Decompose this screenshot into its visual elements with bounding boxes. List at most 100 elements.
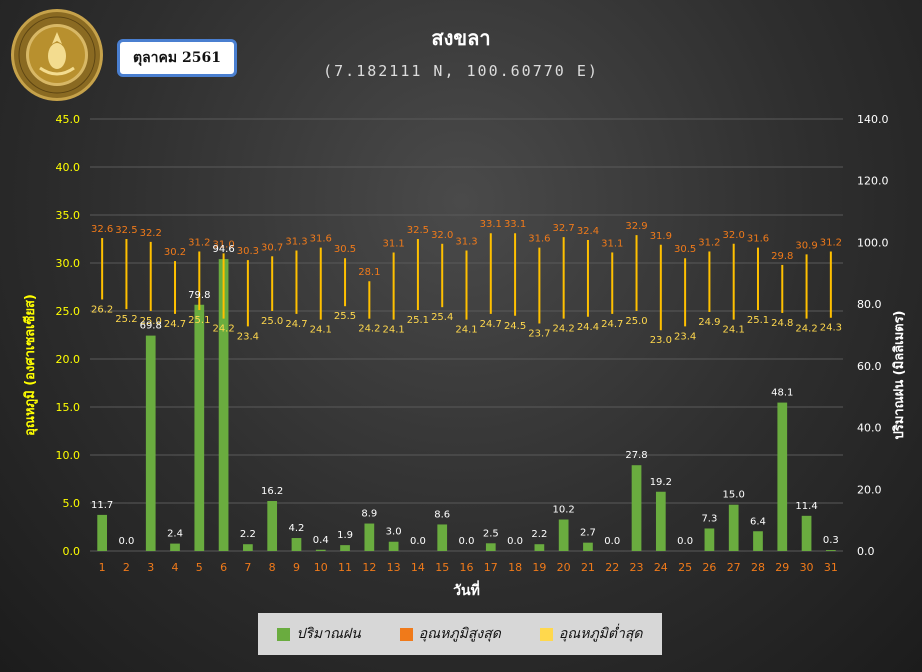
y-right-tick-label: 100.0 (857, 236, 889, 249)
rain-value-label: 7.3 (701, 513, 717, 524)
rain-value-label: 0.0 (604, 536, 620, 547)
rain-bar (315, 549, 326, 551)
max-temp-label: 31.6 (528, 234, 550, 245)
min-temp-label: 24.7 (601, 319, 623, 330)
rain-value-label: 11.4 (795, 501, 817, 512)
x-tick-label: 30 (800, 561, 814, 574)
min-temp-label: 24.1 (723, 325, 745, 336)
legend-item-rain: ปริมาณฝน (277, 623, 361, 645)
rain-value-label: 79.8 (188, 290, 210, 301)
rain-value-label: 3.0 (386, 527, 402, 538)
chart-title: สงขลา (431, 26, 491, 50)
rain-value-label: 0.3 (823, 535, 839, 546)
y-right-tick-label: 120.0 (857, 175, 889, 188)
min-temp-label: 23.7 (528, 328, 550, 339)
max-temp-label: 30.7 (261, 242, 283, 253)
y-left-tick-label: 10.0 (56, 449, 81, 462)
y-left-tick-label: 45.0 (56, 113, 81, 126)
rain-value-label: 0.0 (677, 536, 693, 547)
x-tick-label: 17 (484, 561, 498, 574)
rain-bar (655, 491, 666, 551)
chart-legend: ปริมาณฝน อุณหภูมิสูงสุด อุณหภูมิต่ำสุด (258, 613, 662, 655)
x-tick-label: 11 (338, 561, 352, 574)
min-temp-label: 24.7 (480, 319, 502, 330)
rain-bar (291, 538, 302, 551)
rain-bar (801, 515, 812, 551)
x-tick-label: 4 (172, 561, 179, 574)
x-tick-label: 24 (654, 561, 668, 574)
rain-value-label: 1.9 (337, 530, 353, 541)
max-temp-label: 32.5 (407, 225, 429, 236)
max-temp-label: 31.6 (310, 234, 332, 245)
rain-value-label: 48.1 (771, 388, 793, 399)
x-tick-label: 19 (532, 561, 546, 574)
x-tick-label: 26 (702, 561, 716, 574)
rain-bar (243, 544, 253, 551)
x-axis-title: วันที่ (453, 580, 480, 599)
rain-bar (97, 514, 108, 551)
min-temp-label: 24.4 (577, 322, 599, 333)
rain-bar (558, 519, 569, 551)
min-temp-label: 25.0 (140, 316, 162, 327)
legend-swatch-max-temp (399, 627, 413, 641)
y-left-tick-label: 15.0 (56, 401, 81, 414)
x-tick-label: 10 (314, 561, 328, 574)
y-left-tick-label: 25.0 (56, 305, 81, 318)
rain-value-label: 11.7 (91, 500, 113, 511)
rain-value-label: 2.5 (483, 528, 499, 539)
rain-value-label: 94.6 (212, 244, 234, 255)
rain-value-label: 69.8 (140, 321, 162, 332)
min-temp-label: 24.1 (455, 325, 477, 336)
rain-bar (534, 544, 545, 551)
legend-item-max-temp: อุณหภูมิสูงสุด (399, 623, 501, 645)
max-temp-label: 31.9 (650, 231, 672, 242)
x-tick-label: 5 (196, 561, 203, 574)
max-temp-label: 30.2 (164, 247, 186, 258)
max-temp-label: 30.5 (674, 244, 696, 255)
min-temp-label: 24.2 (212, 324, 234, 335)
y-right-axis-title: ปริมาณฝน (มิลลิเมตร) (892, 310, 907, 439)
rain-bar (340, 545, 350, 551)
legend-item-min-temp: อุณหภูมิต่ำสุด (539, 623, 643, 645)
legend-label-min-temp: อุณหภูมิต่ำสุด (558, 626, 643, 642)
max-temp-label: 31.3 (455, 237, 477, 248)
max-temp-label: 31.2 (188, 237, 210, 248)
max-temp-label: 32.6 (91, 224, 113, 235)
rain-bar (145, 335, 156, 551)
rain-value-label: 10.2 (553, 505, 575, 516)
rain-value-label: 0.0 (118, 536, 134, 547)
max-temp-label: 31.2 (698, 237, 720, 248)
min-temp-label: 25.1 (747, 315, 769, 326)
min-temp-label: 23.0 (650, 335, 672, 346)
month-label: ตุลาคม 2561 (133, 50, 221, 66)
rain-value-label: 6.4 (750, 516, 766, 527)
y-left-tick-label: 30.0 (56, 257, 81, 270)
max-temp-label: 30.3 (237, 246, 259, 257)
rain-value-label: 8.6 (434, 509, 450, 520)
max-temp-label: 31.1 (382, 238, 404, 249)
tmd-logo-icon (11, 9, 103, 101)
x-tick-label: 8 (269, 561, 276, 574)
x-tick-label: 21 (581, 561, 595, 574)
min-temp-label: 23.4 (237, 331, 259, 342)
rain-bar (218, 259, 229, 551)
rain-value-label: 16.2 (261, 486, 283, 497)
max-temp-label: 31.1 (601, 238, 623, 249)
x-tick-label: 18 (508, 561, 522, 574)
y-left-tick-label: 0.0 (63, 545, 81, 558)
rain-bar (704, 528, 715, 551)
max-temp-label: 32.2 (140, 228, 162, 239)
min-temp-label: 24.2 (795, 324, 817, 335)
min-temp-label: 24.2 (358, 324, 380, 335)
y-left-tick-label: 5.0 (63, 497, 81, 510)
rain-bar (485, 543, 496, 551)
rain-value-label: 2.4 (167, 529, 183, 540)
rain-value-label: 8.9 (361, 509, 377, 520)
legend-swatch-rain (277, 627, 291, 641)
rain-bar (388, 541, 399, 551)
x-tick-label: 31 (824, 561, 838, 574)
rain-value-label: 0.0 (459, 536, 475, 547)
y-left-tick-label: 40.0 (56, 161, 81, 174)
rain-value-label: 15.0 (723, 490, 745, 501)
max-temp-label: 32.7 (553, 223, 575, 234)
